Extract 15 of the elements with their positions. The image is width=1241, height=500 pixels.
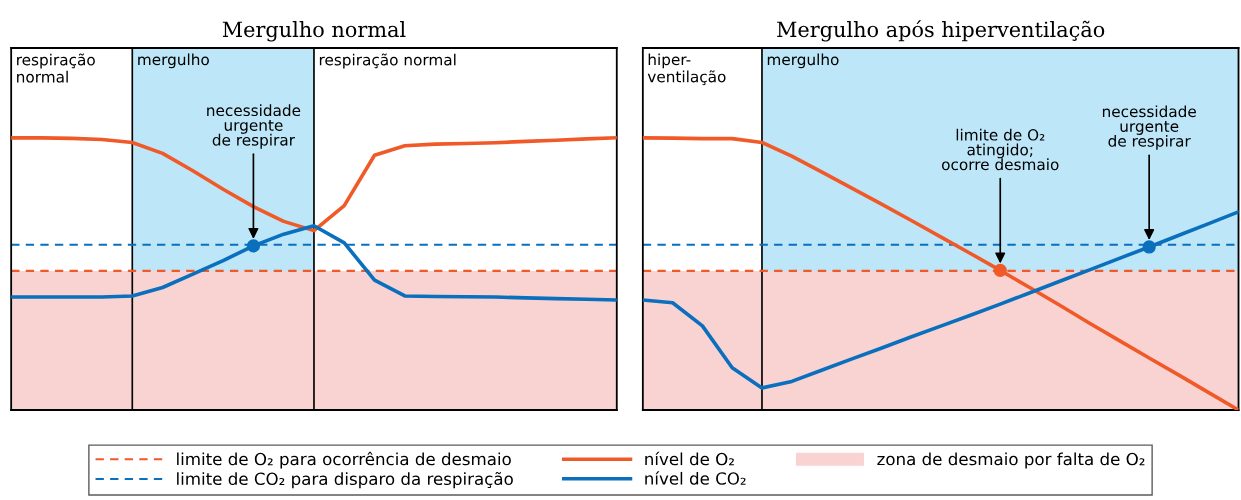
annotation: necessidade urgente de respirar [1102,105,1196,150]
legend-label: zona de desmaio por falta de O₂ [877,452,1145,469]
text: mergulho [767,53,839,69]
text: mergulho [138,53,209,69]
chart-title: Mergulho após hiperventilação [777,20,1105,42]
chart-title: Mergulho normal [222,21,406,42]
text: hiper- ventilação [647,53,726,86]
annotation: limite de O₂ atingido; ocorre desmaio [941,128,1059,171]
annotation: necessidade urgente de respirar [207,104,301,149]
legend-label: nível de O₂ [645,451,734,466]
legend-label: limite de CO₂ para disparo da respiração [177,471,513,489]
text: respiração normal [17,53,95,83]
text: respiração normal [319,53,456,69]
legend-label: nível de CO₂ [645,471,746,485]
legend-label: limite de O₂ para ocorrência de desmaio [177,451,511,469]
